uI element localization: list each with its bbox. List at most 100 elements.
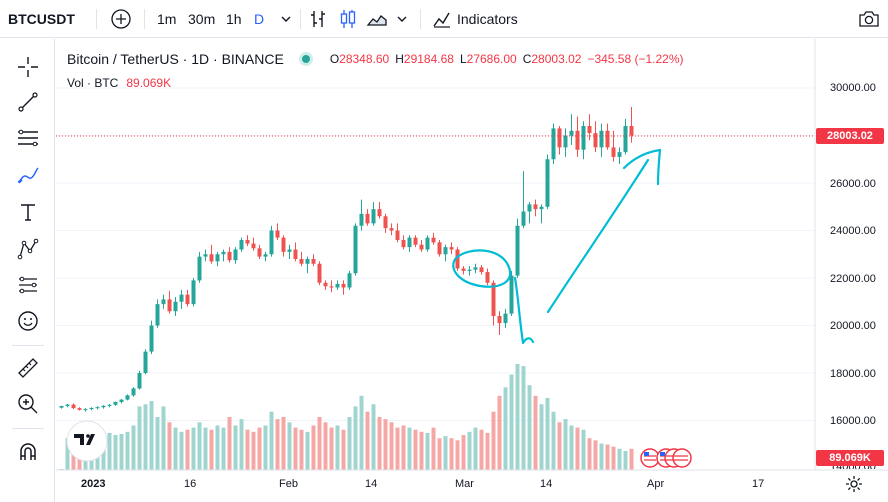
measure-tool[interactable] [12,352,44,384]
volume-bar [65,438,70,470]
volume-legend[interactable]: Vol · BTC 89.069K [67,76,171,90]
candle [203,249,208,262]
candle [485,268,490,286]
crosshair-tool[interactable] [12,51,44,83]
candle [359,199,364,231]
candle [521,171,526,229]
interval-dropdown[interactable] [280,0,292,38]
chart-type-button[interactable] [366,0,388,38]
indicators-icon [433,12,450,28]
pattern-icon [17,238,39,260]
candles [59,107,634,412]
volume-bar [527,385,532,470]
arrowhead-annotation [622,148,662,186]
divider [144,9,145,29]
pattern-tool[interactable] [12,233,44,265]
trend-line-tool[interactable] [12,86,44,118]
crosshair-icon [18,57,38,77]
open-value: 28348.60 [339,52,390,66]
change-value: −345.58 (−1.22%) [587,52,684,66]
volume-bar [269,411,274,470]
chevron-down-icon [397,16,407,22]
volume-bar [473,427,478,470]
icon-tool[interactable] [12,305,44,337]
volume-bar [173,427,178,470]
chart-settings-button[interactable] [845,475,863,498]
smiley-icon [18,311,38,331]
text-icon [21,204,35,221]
candle [149,320,154,354]
candle [503,308,508,328]
chart-type-dropdown[interactable] [396,0,408,38]
snapshot-button[interactable] [858,0,880,38]
candle [455,247,460,271]
interval-30m[interactable]: 30m [188,0,215,38]
candle [329,280,334,293]
interval-1m[interactable]: 1m [157,0,176,38]
time-tick-label: 2023 [81,478,106,490]
time-tick-label: Apr [647,478,665,490]
volume-bar [215,425,220,470]
candle [305,256,310,274]
ohlc-label: L [459,52,467,66]
candle [281,235,286,257]
volume-bar [299,429,304,470]
volume-bar [251,431,256,470]
volume-bar [143,404,148,470]
candle [263,251,268,262]
volume-bar [329,427,334,470]
symbol-legend[interactable]: Bitcoin / TetherUS · 1D · BINANCE O28348… [67,51,684,67]
volume-bar [551,411,556,470]
candle [563,128,568,157]
grid [56,87,815,421]
divider [420,9,421,29]
ohlc-label: C [522,52,532,66]
candle [449,242,454,255]
time-tick-label: Mar [455,478,474,490]
volume-bar [557,422,562,470]
fib-tool[interactable] [12,122,44,154]
volume-bar [287,422,292,470]
candle [467,266,472,276]
interval-d[interactable]: D [254,0,264,38]
candle [143,349,148,375]
zoom-tool[interactable] [12,388,44,420]
candles-style-button[interactable] [338,0,358,38]
volume-bar [149,401,154,470]
indicators-button[interactable]: Indicators [432,0,518,38]
volume-bar [341,429,346,470]
candle [239,237,244,252]
tradingview-logo [66,420,108,462]
symbol-search[interactable]: BTCUSDT [8,0,75,38]
candle [377,202,382,219]
volume-bar [365,411,370,470]
candle [575,116,580,157]
brush-tool[interactable] [12,159,44,191]
chart-canvas[interactable] [56,39,888,502]
us-flag-icon[interactable] [672,448,692,468]
prediction-tool[interactable] [12,269,44,301]
candle [515,218,520,278]
candle [341,280,346,295]
interval-1h[interactable]: 1h [226,0,242,38]
volume-bar [617,448,622,470]
volume-bar [197,422,202,470]
volume-bar [581,429,586,470]
candle [245,235,250,246]
candle [209,244,214,264]
volume-bar [377,417,382,470]
volume-bar [515,364,520,470]
candle [581,121,586,160]
candle [221,249,226,262]
volume-bars [59,364,634,470]
text-tool[interactable] [12,196,44,228]
circle-annotation [452,249,512,288]
magnet-tool[interactable] [12,436,44,468]
candle [479,264,484,275]
interval-label: 1m [157,11,177,27]
compare-button[interactable] [110,0,132,38]
candle [125,394,130,401]
bar-style-button[interactable] [308,0,328,38]
volume-bar [479,429,484,470]
volume-bar [239,419,244,470]
